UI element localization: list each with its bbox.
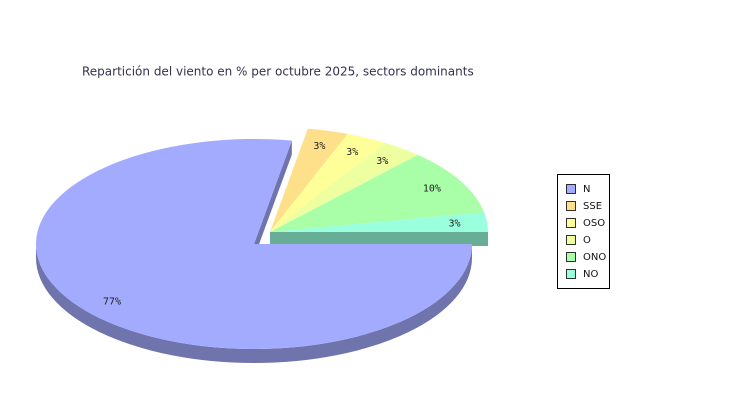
legend-swatch: [566, 218, 576, 228]
legend-swatch: [566, 252, 576, 262]
legend-swatch: [566, 269, 576, 279]
legend-label: SSE: [583, 201, 602, 212]
pie-slice: [270, 128, 348, 232]
data-label: 77%: [103, 296, 121, 307]
legend-label: N: [583, 184, 590, 195]
legend-label: NO: [583, 269, 598, 280]
slice-face: [270, 232, 488, 246]
pie-slice: [270, 212, 488, 232]
data-label: 3%: [448, 219, 460, 230]
pie-slice: [35, 139, 473, 349]
chart-title: Repartición del viento en % per octubre …: [82, 65, 474, 79]
legend-label: OSO: [583, 218, 605, 229]
data-label: 3%: [346, 147, 358, 158]
data-label: 10%: [423, 184, 441, 195]
legend-swatch: [566, 201, 576, 211]
pie-slice: [270, 154, 485, 232]
slice-face: [254, 140, 292, 258]
pie-slice: [270, 133, 385, 232]
legend-swatch: [566, 235, 576, 245]
legend-swatch: [566, 184, 576, 194]
legend-label: O: [583, 235, 591, 246]
data-label: 3%: [376, 156, 388, 167]
data-label: 3%: [313, 141, 325, 152]
legend-label: ONO: [583, 252, 606, 263]
pie-slice: [270, 142, 418, 232]
